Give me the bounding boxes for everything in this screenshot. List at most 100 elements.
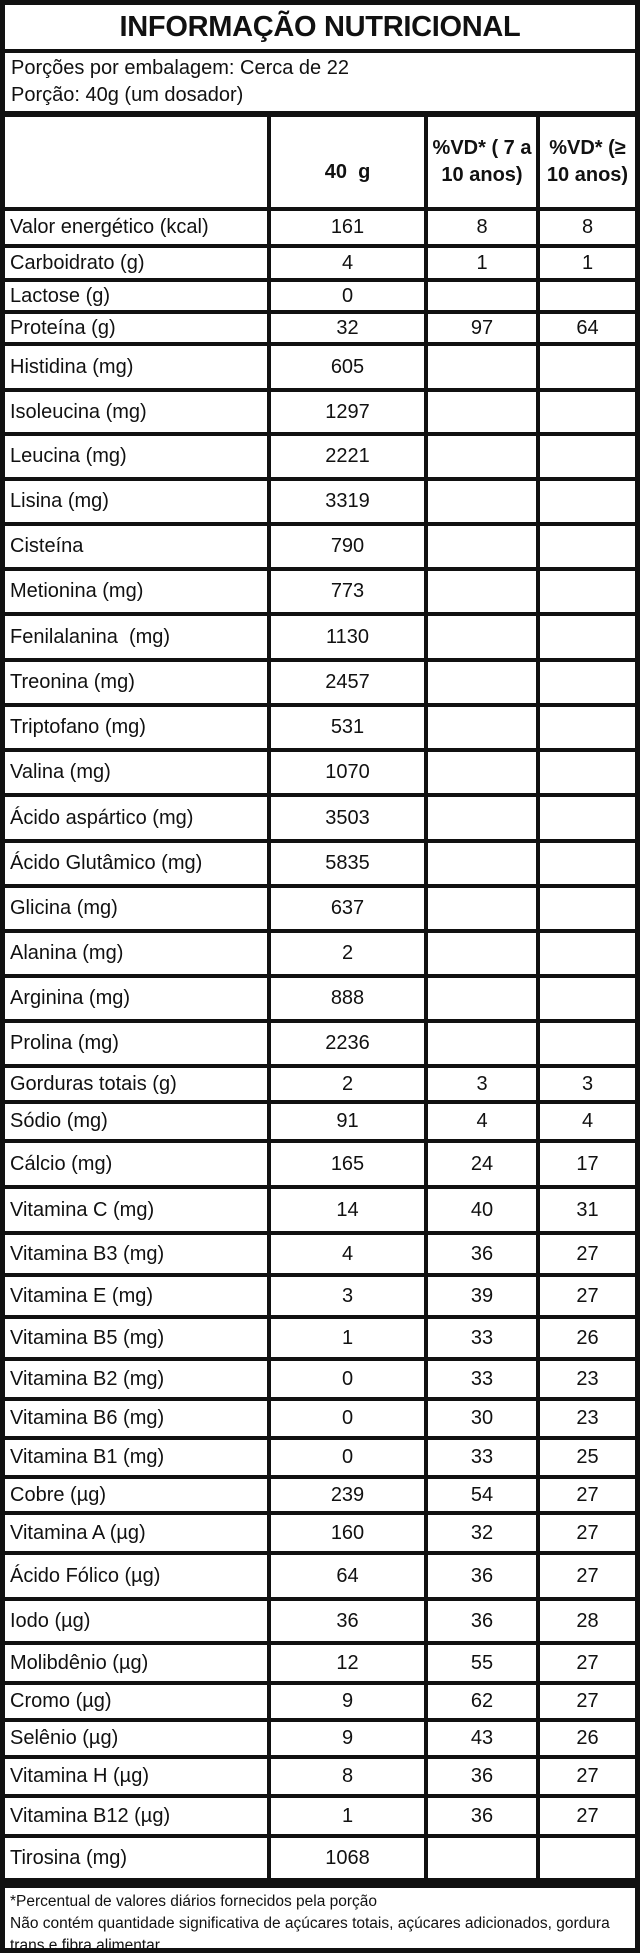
vd-adults-value: 27 <box>536 1511 635 1555</box>
vd-adults-value <box>536 658 635 707</box>
vd-adults-value: 4 <box>536 1100 635 1143</box>
vd-children-value <box>424 839 540 888</box>
table-row: Vitamina B6 (mg) 0 30 23 <box>5 1397 635 1440</box>
vd-adults-value: 27 <box>536 1273 635 1319</box>
vd-adults-value: 23 <box>536 1397 635 1440</box>
nutrient-amount: 9 <box>267 1681 428 1722</box>
nutrient-amount: 14 <box>267 1185 428 1235</box>
nutrient-amount: 32 <box>267 310 428 346</box>
nutrient-amount: 8 <box>267 1755 428 1798</box>
vd-adults-value <box>536 748 635 797</box>
nutrient-name: Valina (mg) <box>5 748 271 797</box>
table-row: Vitamina B3 (mg) 4 36 27 <box>5 1231 635 1277</box>
vd-adults-value: 27 <box>536 1641 635 1685</box>
table-row: Metionina (mg) 773 <box>5 567 635 616</box>
nutrient-amount: 531 <box>267 703 428 752</box>
table-row: Triptofano (mg) 531 <box>5 703 635 752</box>
nutrient-name: Ácido Fólico (µg) <box>5 1551 271 1601</box>
nutrient-amount: 2 <box>267 1064 428 1104</box>
nutrient-amount: 0 <box>267 1357 428 1401</box>
table-row: Tirosina (mg) 1068 <box>5 1834 635 1882</box>
nutrient-name: Vitamina B12 (µg) <box>5 1794 271 1838</box>
nutrient-amount: 605 <box>267 342 428 392</box>
footnote-not-significant: Não contém quantidade significativa de a… <box>10 1915 610 1954</box>
nutrient-name: Isoleucina (mg) <box>5 388 271 436</box>
nutrient-name: Gorduras totais (g) <box>5 1064 271 1104</box>
vd-children-value: 36 <box>424 1231 540 1277</box>
vd-adults-value <box>536 793 635 843</box>
table-row: Prolina (mg) 2236 <box>5 1019 635 1068</box>
vd-children-value: 33 <box>424 1315 540 1361</box>
table-row: Proteína (g) 32 97 64 <box>5 310 635 346</box>
nutrient-amount: 773 <box>267 567 428 616</box>
vd-children-value: 55 <box>424 1641 540 1685</box>
table-row: Lisina (mg) 3319 <box>5 477 635 526</box>
table-row: Sódio (mg) 91 4 4 <box>5 1100 635 1143</box>
nutrient-name: Vitamina B5 (mg) <box>5 1315 271 1361</box>
table-row: Histidina (mg) 605 <box>5 342 635 392</box>
nutrient-name: Arginina (mg) <box>5 974 271 1023</box>
nutrient-name: Carboidrato (g) <box>5 244 271 282</box>
vd-children-value: 97 <box>424 310 540 346</box>
nutrient-amount: 2457 <box>267 658 428 707</box>
nutrient-name: Iodo (µg) <box>5 1597 271 1645</box>
nutrient-name: Selênio (µg) <box>5 1718 271 1759</box>
nutrient-name: Lactose (g) <box>5 278 271 314</box>
table-row: Cobre (µg) 239 54 27 <box>5 1475 635 1515</box>
nutrient-name: Proteína (g) <box>5 310 271 346</box>
vd-adults-value <box>536 1834 635 1882</box>
nutrient-amount: 790 <box>267 522 428 571</box>
vd-children-value: 36 <box>424 1597 540 1645</box>
nutrient-name: Vitamina B2 (mg) <box>5 1357 271 1401</box>
vd-children-value: 43 <box>424 1718 540 1759</box>
table-row: Vitamina B12 (µg) 1 36 27 <box>5 1794 635 1838</box>
table-row: Vitamina C (mg) 14 40 31 <box>5 1185 635 1235</box>
table-row: Glicina (mg) 637 <box>5 884 635 933</box>
table-row: Cálcio (mg) 165 24 17 <box>5 1139 635 1189</box>
vd-adults-value: 28 <box>536 1597 635 1645</box>
vd-children-value: 62 <box>424 1681 540 1722</box>
nutrient-name: Ácido Glutâmico (mg) <box>5 839 271 888</box>
table-row: Treonina (mg) 2457 <box>5 658 635 707</box>
vd-children-value: 24 <box>424 1139 540 1189</box>
vd-children-value: 36 <box>424 1755 540 1798</box>
table-row: Isoleucina (mg) 1297 <box>5 388 635 436</box>
vd-children-value: 32 <box>424 1511 540 1555</box>
vd-children-value <box>424 748 540 797</box>
nutrient-name: Vitamina B6 (mg) <box>5 1397 271 1440</box>
vd-adults-value <box>536 884 635 933</box>
header-amount: 40 g <box>267 117 428 211</box>
nutrient-amount: 1068 <box>267 1834 428 1882</box>
nutrient-amount: 1130 <box>267 612 428 662</box>
nutrient-name: Cromo (µg) <box>5 1681 271 1722</box>
vd-adults-value: 23 <box>536 1357 635 1401</box>
vd-children-value <box>424 567 540 616</box>
table-row: Vitamina E (mg) 3 39 27 <box>5 1273 635 1319</box>
vd-children-value: 36 <box>424 1794 540 1838</box>
nutrient-name: Sódio (mg) <box>5 1100 271 1143</box>
vd-children-value <box>424 342 540 392</box>
vd-adults-value <box>536 974 635 1023</box>
vd-children-value: 3 <box>424 1064 540 1104</box>
vd-adults-value: 27 <box>536 1231 635 1277</box>
table-row: Carboidrato (g) 4 1 1 <box>5 244 635 282</box>
label-title: INFORMAÇÃO NUTRICIONAL <box>5 5 635 53</box>
table-row: Arginina (mg) 888 <box>5 974 635 1023</box>
vd-children-value: 39 <box>424 1273 540 1319</box>
vd-adults-value: 64 <box>536 310 635 346</box>
nutrient-name: Vitamina B3 (mg) <box>5 1231 271 1277</box>
vd-adults-value <box>536 567 635 616</box>
nutrient-name: Leucina (mg) <box>5 432 271 481</box>
table-row: Vitamina B2 (mg) 0 33 23 <box>5 1357 635 1401</box>
vd-children-value: 1 <box>424 244 540 282</box>
table-row: Lactose (g) 0 <box>5 278 635 314</box>
vd-adults-value <box>536 612 635 662</box>
vd-adults-value: 8 <box>536 207 635 248</box>
vd-adults-value <box>536 432 635 481</box>
vd-adults-value <box>536 839 635 888</box>
nutrient-name: Cobre (µg) <box>5 1475 271 1515</box>
vd-adults-value: 27 <box>536 1794 635 1838</box>
nutrient-name: Vitamina H (µg) <box>5 1755 271 1798</box>
serving-size: Porção: 40g (um dosador) <box>11 84 244 106</box>
